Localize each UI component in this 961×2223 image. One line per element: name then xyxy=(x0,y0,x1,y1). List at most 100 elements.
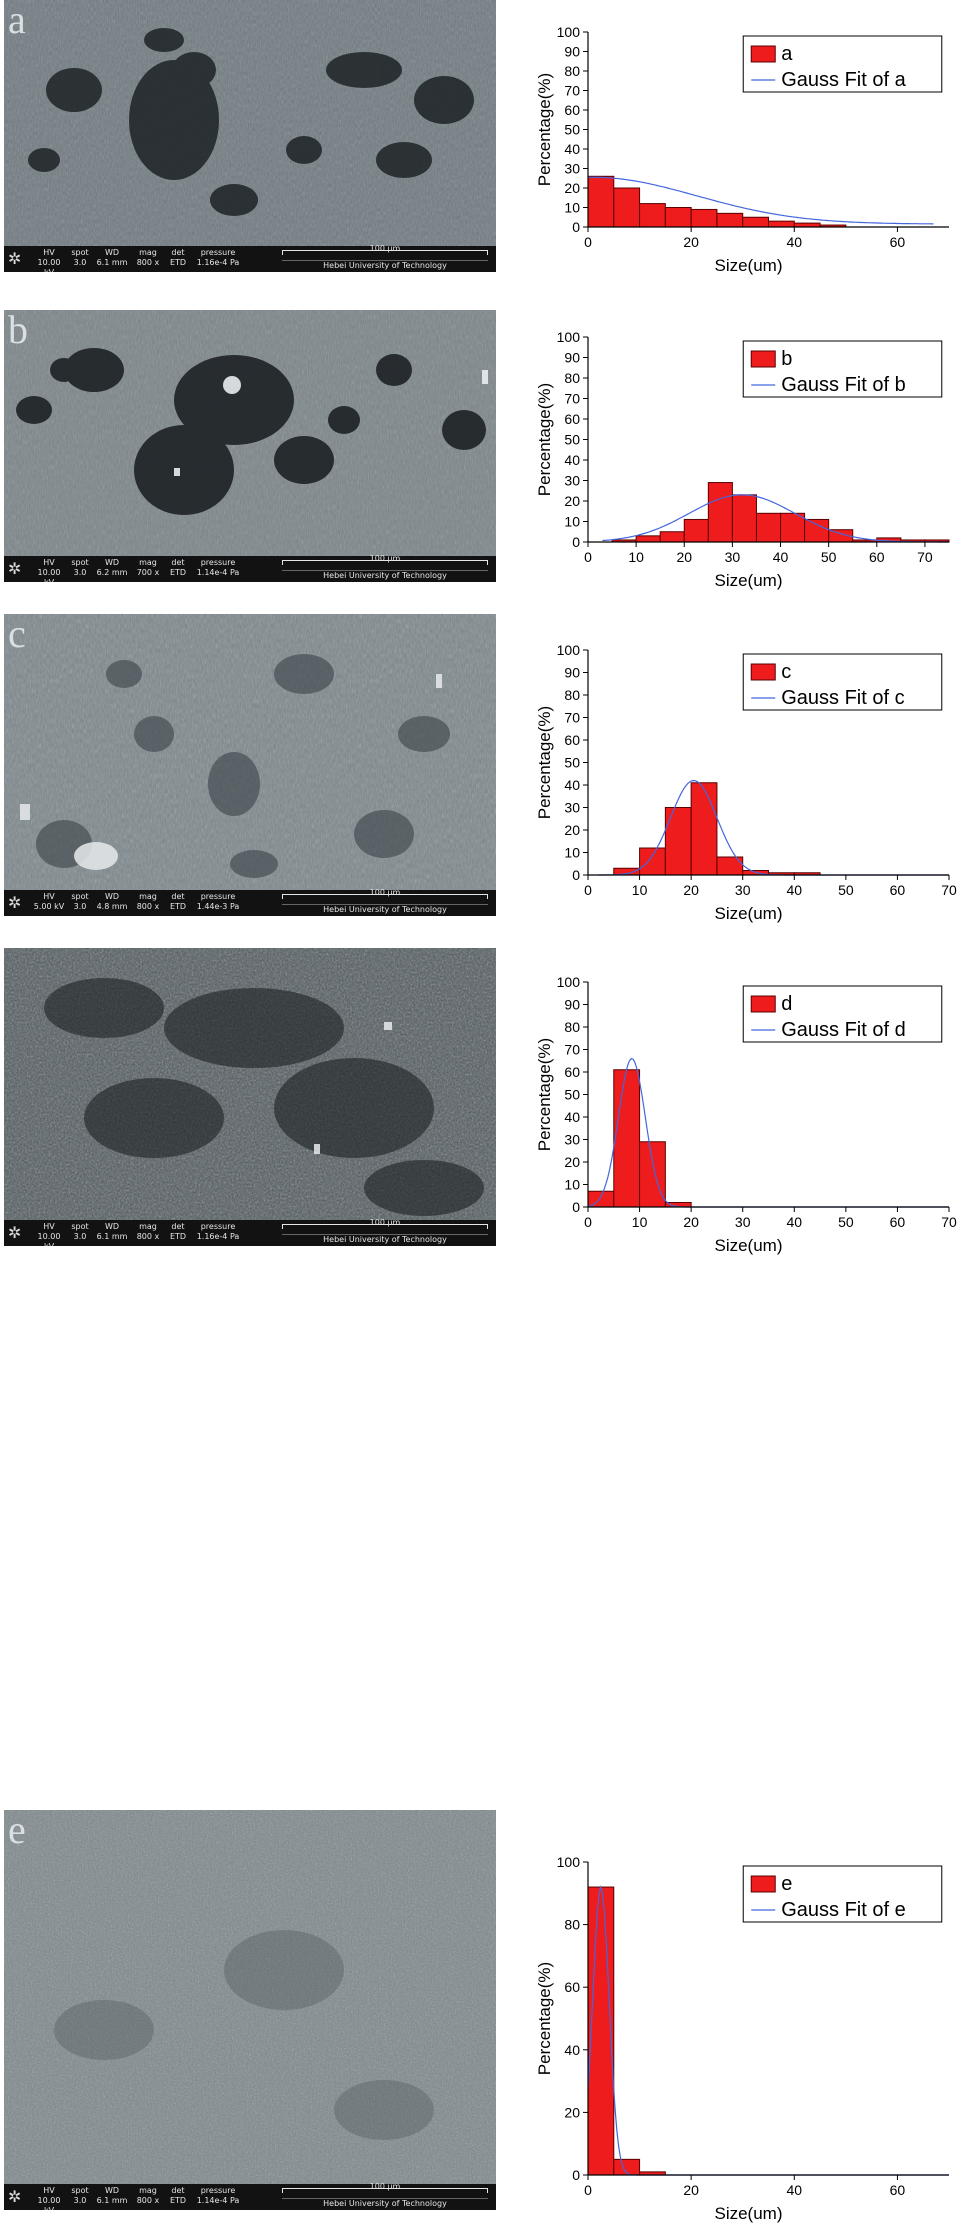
y-axis-label: Percentage(%) xyxy=(535,706,554,819)
det-header: det xyxy=(171,1222,185,1231)
y-tick-label: 40 xyxy=(564,777,580,793)
wd-header: WD xyxy=(104,892,120,901)
y-tick-label: 30 xyxy=(564,161,580,177)
legend-label-fit: Gauss Fit of b xyxy=(781,374,906,396)
y-tick-label: 0 xyxy=(572,219,580,235)
wd-header: WD xyxy=(104,2186,120,2195)
histogram-bar xyxy=(639,203,666,228)
det-value: ETD xyxy=(169,1232,187,1241)
det-value: ETD xyxy=(169,902,187,911)
y-tick-label: 20 xyxy=(564,493,580,509)
wd-value: 6.2 mm xyxy=(96,568,128,577)
legend-label-bar: e xyxy=(781,1873,792,1895)
chart-c: 0 10 20 30 40 50 60 70 80 90 100 0 10 20 30 40 50 60 70 Siz… xyxy=(508,638,961,923)
histogram-bar xyxy=(742,216,769,228)
sem-texture xyxy=(4,948,496,1220)
y-tick-label: 0 xyxy=(572,2167,580,2183)
sem-texture xyxy=(4,0,496,246)
y-tick-label: 0 xyxy=(572,1199,580,1215)
spot-header: spot xyxy=(71,1222,89,1231)
y-axis-label: Percentage(%) xyxy=(535,383,554,496)
scale-bar: 100 μm xyxy=(282,2182,488,2193)
y-tick-label: 10 xyxy=(564,845,580,861)
chart-e: 0 20 40 60 80 100 0 20 40 60 Size(um) Percentage(%)… xyxy=(508,1850,961,2223)
x-tick-label: 0 xyxy=(584,882,592,898)
y-tick-label: 40 xyxy=(564,452,580,468)
institution-label: Hebei University of Technology xyxy=(282,570,488,580)
x-axis-label: Size(um) xyxy=(714,904,782,923)
x-tick-label: 0 xyxy=(584,549,592,565)
pressure-value: 1.14e-4 Pa xyxy=(196,2196,240,2205)
scale-bar: 100 μm xyxy=(282,888,488,899)
det-value: ETD xyxy=(169,2196,187,2205)
legend-swatch-bar xyxy=(750,45,776,63)
fei-logo-icon: ✲ xyxy=(8,1223,22,1242)
chart-a: 0 10 20 30 40 50 60 70 80 90 100 0 20 40 60 Size(um) Per… xyxy=(508,20,961,275)
histogram-bar xyxy=(768,220,795,228)
x-tick-label: 10 xyxy=(628,549,644,565)
x-tick-label: 40 xyxy=(786,234,802,250)
det-value: ETD xyxy=(169,568,187,577)
x-tick-label: 40 xyxy=(786,2182,802,2198)
fei-logo-icon: ✲ xyxy=(8,2187,22,2206)
pressure-header: pressure xyxy=(200,1222,236,1231)
y-tick-label: 50 xyxy=(564,432,580,448)
y-tick-label: 30 xyxy=(564,1132,580,1148)
spot-value: 3.0 xyxy=(73,568,87,577)
y-tick-label: 60 xyxy=(564,102,580,118)
y-tick-label: 90 xyxy=(564,997,580,1013)
fei-logo-icon: ✲ xyxy=(8,893,22,912)
y-tick-label: 90 xyxy=(564,350,580,366)
y-tick-label: 50 xyxy=(564,1087,580,1103)
x-tick-label: 30 xyxy=(735,882,751,898)
histogram-bar xyxy=(716,856,744,876)
y-axis-label: Percentage(%) xyxy=(535,73,554,186)
y-tick-label: 90 xyxy=(564,44,580,60)
histogram-bar xyxy=(804,518,830,543)
sem-texture xyxy=(4,310,496,556)
y-tick-label: 30 xyxy=(564,473,580,489)
y-axis-label: Percentage(%) xyxy=(535,1038,554,1151)
histogram-bar xyxy=(664,207,692,228)
hv-header: HV xyxy=(43,2186,55,2195)
mag-value: 700 x xyxy=(136,568,160,577)
scale-bar: 100 μm xyxy=(282,554,488,565)
spot-header: spot xyxy=(71,558,89,567)
hv-header: HV xyxy=(43,1222,55,1231)
x-tick-label: 30 xyxy=(735,1214,751,1230)
x-tick-label: 20 xyxy=(683,234,699,250)
x-tick-label: 40 xyxy=(773,549,789,565)
x-tick-label: 60 xyxy=(890,1214,906,1230)
x-tick-label: 20 xyxy=(676,549,692,565)
x-tick-label: 60 xyxy=(869,549,885,565)
y-tick-label: 80 xyxy=(564,1917,580,1933)
wd-header: WD xyxy=(104,1222,120,1231)
histogram-chart-b: 0 10 20 30 40 50 60 70 80 90 100 0 10 20 30 40 50 60 70 Siz… xyxy=(535,329,950,590)
y-tick-label: 10 xyxy=(564,200,580,216)
y-tick-label: 40 xyxy=(564,2042,580,2058)
y-tick-label: 80 xyxy=(564,1019,580,1035)
y-tick-label: 60 xyxy=(564,1979,580,1995)
y-tick-label: 100 xyxy=(557,642,581,658)
y-tick-label: 20 xyxy=(564,1154,580,1170)
institution-label: Hebei University of Technology xyxy=(282,904,488,914)
figure-row-c: c ✲ HV 5.00 kV spot 3.0 WD 4.8 mm mag 800 x … xyxy=(0,608,961,928)
x-axis-label: Size(um) xyxy=(714,2204,782,2223)
histogram-chart-c: 0 10 20 30 40 50 60 70 80 90 100 0 10 20 30 40 50 60 70 Siz… xyxy=(535,642,957,923)
pressure-value: 1.14e-4 Pa xyxy=(196,568,240,577)
x-tick-label: 0 xyxy=(584,2182,592,2198)
y-tick-label: 80 xyxy=(564,63,580,79)
mag-header: mag xyxy=(139,2186,157,2195)
x-tick-label: 50 xyxy=(838,1214,854,1230)
x-tick-label: 10 xyxy=(632,1214,648,1230)
sem-texture xyxy=(4,1810,496,2184)
pressure-header: pressure xyxy=(200,558,236,567)
wd-value: 6.1 mm xyxy=(96,2196,128,2205)
mag-header: mag xyxy=(139,558,157,567)
y-tick-label: 50 xyxy=(564,122,580,138)
